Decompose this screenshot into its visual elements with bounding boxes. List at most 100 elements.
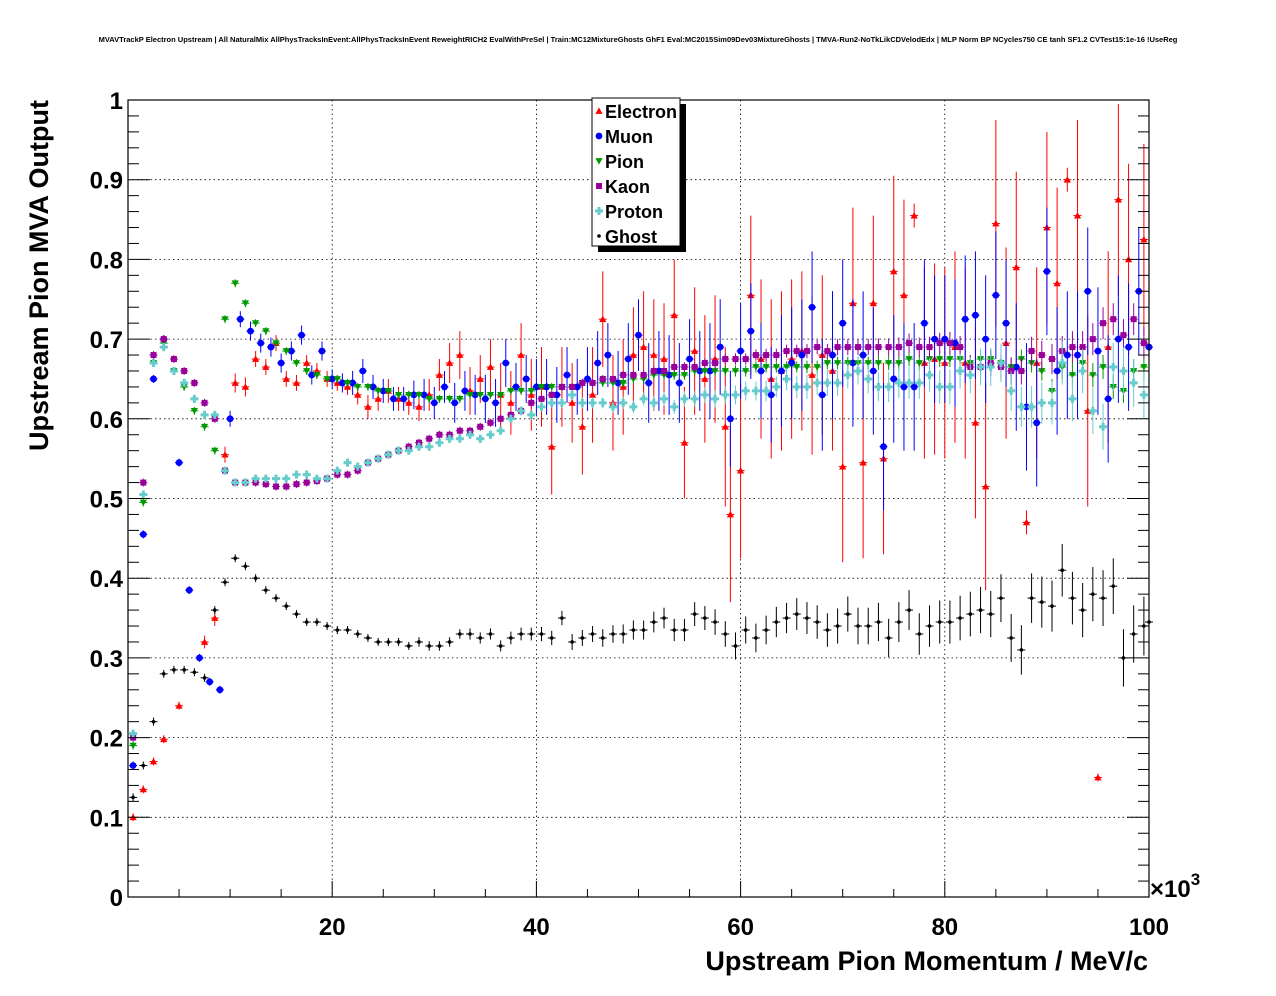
pion-marker <box>282 348 290 355</box>
ghost-marker <box>897 620 901 624</box>
muon-marker <box>716 343 724 351</box>
kaon-point <box>190 378 199 387</box>
ghost-marker <box>212 608 217 612</box>
ghost-marker <box>549 636 554 640</box>
electron-point <box>838 370 847 563</box>
ghost-point <box>476 632 485 644</box>
ghost-point <box>282 602 291 611</box>
electron-marker <box>200 638 209 645</box>
kaon-marker <box>630 371 637 378</box>
muon-marker <box>778 367 785 375</box>
muon-point <box>777 315 786 427</box>
ghost-point <box>272 594 281 603</box>
muon-marker <box>512 383 520 391</box>
electron-point <box>139 785 148 794</box>
kaon-point <box>598 374 607 383</box>
series-muon <box>129 207 1153 770</box>
pion-point <box>792 361 801 373</box>
ghost-marker <box>376 640 380 644</box>
electron-point <box>363 394 372 419</box>
y-tick-label: 0.3 <box>90 646 123 673</box>
kaon-point <box>455 426 464 435</box>
proton-point <box>404 446 413 455</box>
pion-marker <box>885 360 893 367</box>
proton-marker <box>333 466 342 475</box>
kaon-marker <box>1008 367 1015 374</box>
ghost-point <box>741 616 750 644</box>
proton-marker <box>568 390 577 399</box>
ghost-point <box>169 665 178 674</box>
proton-point <box>476 434 485 443</box>
proton-point <box>506 414 515 423</box>
muon-marker <box>890 375 898 383</box>
muon-point <box>1093 287 1102 415</box>
muon-marker <box>349 379 357 387</box>
proton-point <box>976 348 985 386</box>
kaon-point <box>639 370 648 380</box>
proton-point <box>363 458 372 467</box>
muon-point <box>1073 291 1082 419</box>
muon-marker <box>900 383 908 391</box>
pion-point <box>200 422 209 431</box>
muon-point <box>981 275 990 403</box>
kaon-point <box>711 357 720 369</box>
proton-point <box>731 385 740 405</box>
muon-point <box>838 259 847 387</box>
pion-marker <box>813 364 821 371</box>
pion-point <box>619 378 628 388</box>
ghost-point <box>874 602 883 642</box>
proton-point <box>435 438 444 447</box>
muon-point <box>644 343 653 423</box>
proton-point <box>925 358 934 392</box>
electron-point <box>1063 167 1072 192</box>
proton-marker <box>302 470 311 479</box>
electron-marker <box>691 347 699 354</box>
proton-marker <box>1129 378 1138 387</box>
kaon-point <box>496 414 505 423</box>
ghost-marker <box>335 628 340 632</box>
muon-point <box>1002 259 1011 387</box>
kaon-point <box>588 378 597 387</box>
muon-marker <box>972 311 979 319</box>
ghost-marker <box>1101 596 1105 600</box>
electron-marker <box>660 355 668 362</box>
kaon-marker <box>844 344 851 351</box>
muon-point <box>149 374 158 383</box>
ghost-point <box>629 620 638 640</box>
ghost-point <box>435 641 444 651</box>
muon-point <box>185 586 194 595</box>
pion-point <box>762 361 771 373</box>
kaon-point <box>629 370 638 380</box>
kaon-point <box>680 362 689 372</box>
muon-marker <box>226 415 234 423</box>
muon-point <box>139 530 148 539</box>
electron-marker <box>1053 279 1061 287</box>
kaon-marker <box>528 399 535 406</box>
kaon-marker <box>783 348 790 355</box>
proton-point <box>751 381 760 401</box>
proton-point <box>169 366 178 375</box>
kaon-point <box>945 331 954 355</box>
electron-marker <box>160 735 168 743</box>
ghost-marker <box>233 556 238 561</box>
kaon-point <box>1129 303 1138 336</box>
proton-point <box>1099 403 1108 450</box>
pion-marker <box>200 423 209 431</box>
electron-marker <box>415 403 423 410</box>
kaon-point <box>1017 357 1026 385</box>
muon-marker <box>951 339 959 347</box>
kaon-marker <box>181 367 188 374</box>
ghost-point <box>302 618 311 627</box>
kaon-marker <box>1130 316 1137 323</box>
pion-point <box>741 365 750 377</box>
y-tick-label: 1 <box>110 88 123 115</box>
ghost-point <box>557 610 566 626</box>
legend-item-pion: Pion <box>595 152 644 172</box>
proton-point <box>455 434 464 443</box>
ghost-marker <box>345 628 350 632</box>
proton-point <box>537 402 546 412</box>
proton-marker <box>1099 422 1108 431</box>
proton-point <box>1088 387 1097 434</box>
electron-marker <box>262 363 270 370</box>
electron-marker <box>476 375 484 382</box>
